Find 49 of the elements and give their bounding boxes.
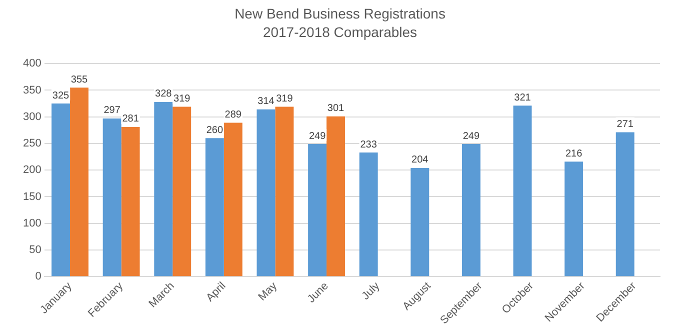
data-label: 249 [308,130,326,142]
data-label: 314 [258,96,275,108]
data-label: 301 [327,103,345,114]
bar [172,106,192,276]
data-label: 297 [104,105,121,116]
bar [275,106,294,276]
y-tick-label: 350 [22,84,42,96]
data-label: 233 [360,139,378,150]
bar [102,118,122,276]
bar [224,122,242,276]
bar [616,132,634,276]
bar [410,168,430,276]
bar [52,104,70,276]
data-label: 319 [276,93,294,104]
bar [513,106,532,276]
y-tick-label: 150 [22,190,42,203]
data-label: 328 [155,88,172,100]
data-label: 289 [224,109,242,120]
data-label: 281 [122,114,140,125]
bar [308,144,327,276]
y-tick-label: 300 [22,110,42,123]
bar [154,102,173,276]
bar [256,109,276,276]
data-label: 321 [514,92,532,104]
x-tick-label: May [256,280,280,304]
data-label: 325 [52,90,70,102]
y-tick-label: 400 [22,58,42,70]
y-tick-label: 50 [29,244,42,256]
data-label: 249 [462,130,480,142]
bar [564,162,584,276]
x-tick-label: July [360,280,382,302]
chart-title: New Bend Business Registrations [234,5,446,22]
y-tick-label: 200 [22,164,42,176]
bar [326,116,345,276]
bar [121,126,140,276]
bar [359,152,378,276]
data-label: 271 [616,119,634,130]
data-label: 260 [206,124,224,136]
bar [462,144,480,276]
bar [205,138,224,276]
chart-subtitle: 2017-2018 Comparables [262,24,418,40]
data-label: 204 [412,154,429,166]
bar [70,88,88,276]
data-label: 319 [174,93,191,104]
y-tick-label: 100 [22,217,42,230]
y-tick-label: 0 [35,270,42,283]
y-tick-label: 250 [22,138,42,150]
data-label: 355 [70,74,88,86]
data-label: 216 [565,148,583,160]
